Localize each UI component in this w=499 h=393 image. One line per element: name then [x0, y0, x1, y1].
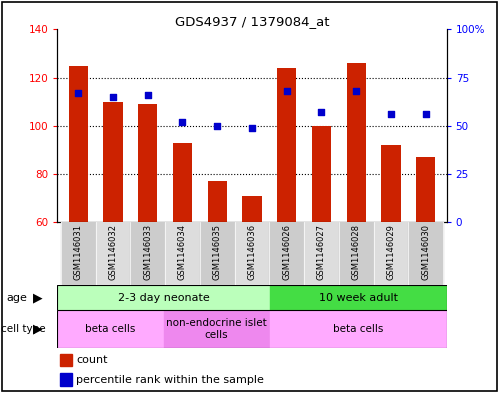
Bar: [165, 222, 200, 285]
Bar: [96, 222, 130, 285]
Text: count: count: [76, 355, 108, 365]
Point: [283, 88, 291, 94]
Bar: [60, 354, 72, 366]
Point: [317, 109, 325, 116]
Point: [74, 90, 82, 96]
Bar: [381, 145, 401, 222]
Bar: [173, 143, 192, 222]
Point: [144, 92, 152, 98]
Text: GSM1146035: GSM1146035: [213, 224, 222, 280]
Text: GSM1146029: GSM1146029: [387, 224, 396, 280]
Text: 2-3 day neonate: 2-3 day neonate: [118, 293, 210, 303]
Text: beta cells: beta cells: [333, 324, 383, 334]
Text: GSM1146033: GSM1146033: [143, 224, 152, 280]
Bar: [304, 222, 339, 285]
Point: [109, 94, 117, 100]
FancyBboxPatch shape: [269, 310, 447, 348]
Bar: [208, 181, 227, 222]
Text: GSM1146027: GSM1146027: [317, 224, 326, 280]
Bar: [130, 222, 165, 285]
Bar: [339, 222, 374, 285]
Point: [387, 111, 395, 118]
Point: [248, 125, 256, 131]
Text: ▶: ▶: [32, 291, 42, 304]
Bar: [374, 222, 408, 285]
Text: ▶: ▶: [32, 322, 42, 336]
Bar: [408, 222, 443, 285]
Bar: [269, 222, 304, 285]
Title: GDS4937 / 1379084_at: GDS4937 / 1379084_at: [175, 15, 329, 28]
Text: GSM1146030: GSM1146030: [421, 224, 430, 280]
Point: [213, 123, 221, 129]
Bar: [69, 66, 88, 222]
Text: GSM1146028: GSM1146028: [352, 224, 361, 280]
Bar: [103, 102, 123, 222]
Text: cell type: cell type: [1, 324, 45, 334]
Text: GSM1146031: GSM1146031: [74, 224, 83, 280]
Bar: [277, 68, 296, 222]
Point: [352, 88, 360, 94]
Text: 10 week adult: 10 week adult: [319, 293, 398, 303]
Text: age: age: [6, 292, 27, 303]
Bar: [416, 157, 435, 222]
Bar: [200, 222, 235, 285]
FancyBboxPatch shape: [57, 310, 164, 348]
Bar: [347, 63, 366, 222]
Bar: [61, 222, 96, 285]
FancyBboxPatch shape: [269, 285, 447, 310]
Text: percentile rank within the sample: percentile rank within the sample: [76, 375, 264, 385]
Text: beta cells: beta cells: [85, 324, 136, 334]
Text: non-endocrine islet
cells: non-endocrine islet cells: [166, 318, 267, 340]
Bar: [138, 104, 157, 222]
Bar: [312, 126, 331, 222]
Text: GSM1146036: GSM1146036: [248, 224, 256, 280]
Point: [422, 111, 430, 118]
FancyBboxPatch shape: [164, 310, 269, 348]
Text: GSM1146026: GSM1146026: [282, 224, 291, 280]
Point: [179, 119, 187, 125]
Bar: [60, 373, 72, 386]
Text: GSM1146034: GSM1146034: [178, 224, 187, 280]
FancyBboxPatch shape: [57, 285, 269, 310]
Bar: [243, 196, 261, 222]
Bar: [235, 222, 269, 285]
Text: GSM1146032: GSM1146032: [108, 224, 117, 280]
